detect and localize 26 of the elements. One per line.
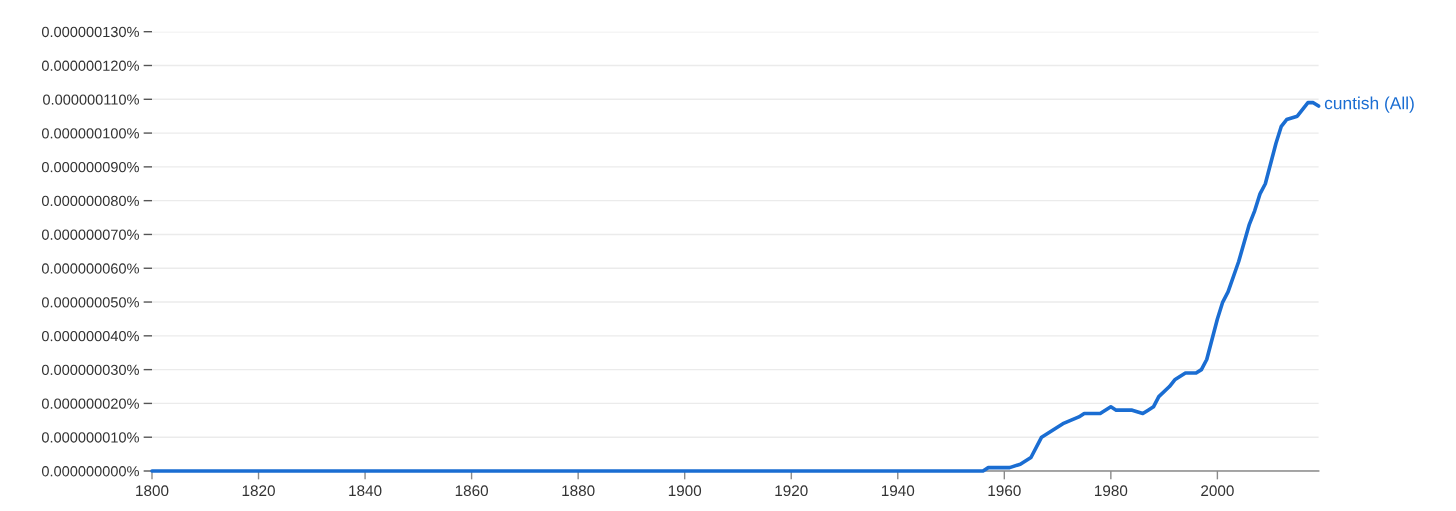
y-tick-label: 0.000000070%	[41, 229, 139, 240]
x-tick-label: 1960	[988, 485, 1021, 497]
x-tick-label: 1800	[136, 485, 169, 497]
x-tick-label: 1840	[349, 485, 382, 497]
y-tick-label: 0.000000090%	[41, 161, 139, 173]
x-tick-label: 1940	[881, 485, 915, 497]
y-tick-label: 0.000000100%	[41, 128, 139, 139]
y-tick-label: 0.000000010%	[41, 432, 139, 443]
y-tick-label: 0.000000130%	[41, 26, 139, 38]
x-tick-label: 1980	[1095, 485, 1128, 497]
y-tick-label: 0.000000020%	[41, 398, 139, 409]
y-tick-label: 0.000000120%	[41, 60, 139, 71]
x-tick-label: 1920	[775, 485, 808, 497]
y-tick-label: 0.000000110%	[43, 94, 139, 105]
y-tick-label: 0.000000060%	[41, 263, 139, 274]
x-tick-label: 1880	[562, 485, 595, 497]
y-tick-label: 0.000000050%	[41, 297, 139, 308]
x-tick-label: 2000	[1201, 485, 1234, 497]
x-tick-label: 1860	[455, 485, 489, 497]
x-tick-label: 1820	[242, 485, 275, 497]
y-tick-label: 0.000000080%	[41, 195, 139, 207]
y-tick-label: 0.000000000%	[41, 466, 139, 477]
y-tick-label: 0.000000040%	[41, 330, 139, 342]
series-label: cuntish (All)	[1324, 96, 1414, 113]
x-tick-label: 1900	[668, 485, 702, 497]
y-tick-label: 0.000000030%	[41, 364, 139, 376]
